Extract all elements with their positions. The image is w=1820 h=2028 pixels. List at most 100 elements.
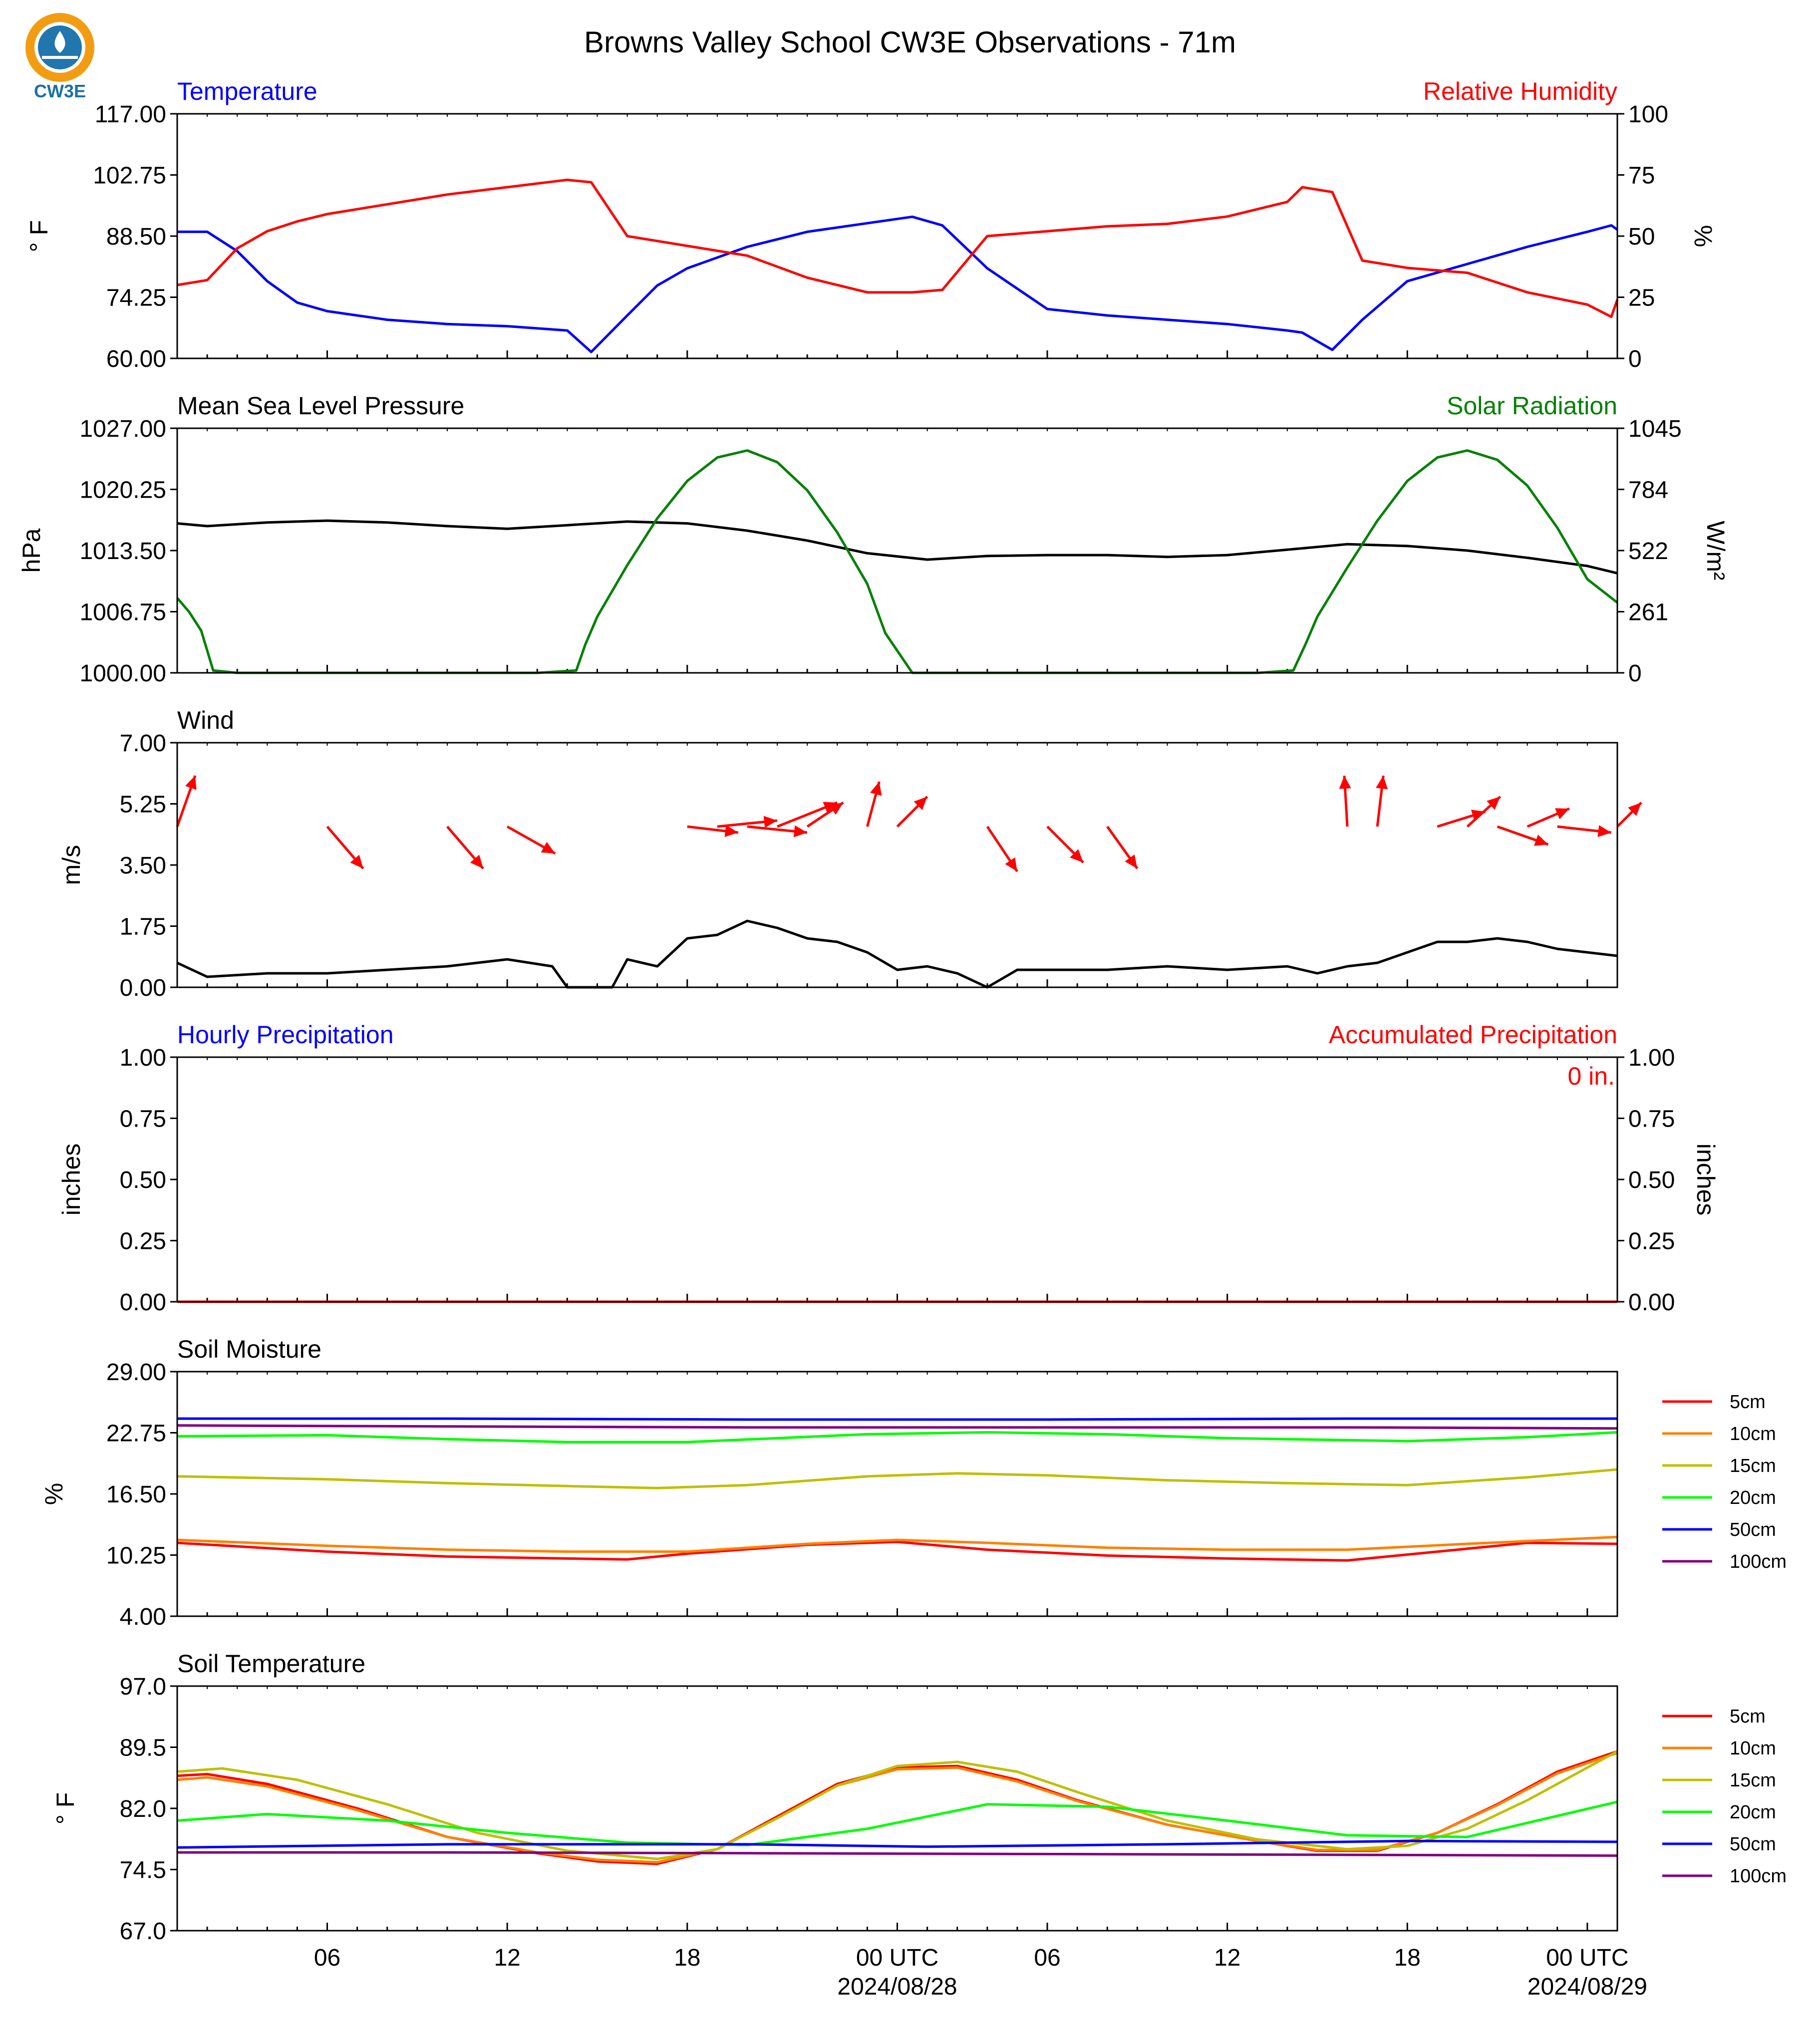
y-tick-label-right: 100: [1628, 101, 1668, 128]
y-tick-label-right: 50: [1628, 224, 1655, 250]
legend-label: 100cm: [1730, 1551, 1787, 1572]
wind-arrow-head: [185, 776, 197, 790]
y-tick-label-left: 74.25: [106, 285, 166, 311]
y-axis-label-left: %: [40, 1483, 68, 1505]
panel-title-left: Hourly Precipitation: [177, 1021, 394, 1049]
y-tick-label-left: 0.75: [120, 1106, 166, 1133]
panel-frame: [176, 1056, 1618, 1303]
y-tick-label-right: 0.25: [1628, 1228, 1675, 1255]
y-axis-label-right: %: [1689, 225, 1717, 247]
y-tick-label-left: 117.00: [95, 101, 166, 128]
wind-arrow-head: [793, 825, 807, 838]
wind-arrow-head: [1628, 803, 1641, 816]
logo-wave-icon: [42, 56, 78, 59]
panels: Temperature Relative Humidity 117.00 102.75…: [17, 77, 1787, 1945]
x-tick-label: 06: [1034, 1945, 1060, 1971]
series-line-temperature: [177, 215, 1618, 353]
wind-arrow-head: [350, 855, 363, 869]
y-axis-label-left: m/s: [57, 845, 85, 885]
wind-arrow-head: [1597, 825, 1611, 838]
legend-label: 100cm: [1730, 1866, 1787, 1887]
logo-text: CW3E: [34, 81, 86, 101]
wind-arrow-head: [1125, 854, 1138, 869]
y-tick-label-left: 97.0: [120, 1674, 166, 1700]
wind-arrow-head: [1555, 808, 1569, 820]
y-tick-label-left: 89.5: [120, 1735, 166, 1761]
wind-arrow-head: [1487, 797, 1501, 810]
panel-title-right: Relative Humidity: [1423, 77, 1617, 105]
series-line-mean-sea-level-pressure: [177, 519, 1618, 575]
wind-arrow-head: [1339, 776, 1351, 789]
y-tick-label-right: 261: [1628, 599, 1668, 626]
panel-pressure-solar: Mean Sea Level Pressure Solar Radiation 10…: [17, 392, 1730, 687]
panel-title-left: Soil Temperature: [177, 1650, 365, 1678]
legend-soil-temperature: 5cm 10cm 15cm 20cm 50cm 100cm: [1662, 1706, 1787, 1887]
y-tick-label-left: 1000.00: [79, 660, 166, 687]
y-tick-label-left: 10.25: [106, 1543, 166, 1569]
y-axis-label-left: ° F: [25, 220, 53, 252]
y-tick-label-left: 82.0: [120, 1796, 166, 1822]
wind-arrow-head: [870, 782, 882, 796]
y-tick-label-right: 0: [1628, 346, 1642, 372]
cw3e-logo: CW3E: [25, 13, 94, 101]
y-tick-label-left: 16.50: [106, 1481, 166, 1508]
y-tick-label-left: 1027.00: [79, 416, 166, 442]
panel-soil-temperature: Soil Temperature 97.0 89.5 82.0 74.5 67.0 ° F: [51, 1650, 1618, 1945]
panel-title-left: Temperature: [177, 77, 317, 105]
wind-arrow-head: [829, 803, 844, 815]
panel-temperature-humidity: Temperature Relative Humidity 117.00 102.75…: [25, 77, 1717, 372]
logo-drop-icon: [54, 31, 65, 53]
y-tick-label-left: 102.75: [93, 163, 166, 189]
y-tick-label-left: 7.00: [120, 730, 166, 757]
y-tick-label-right: 522: [1628, 538, 1668, 565]
y-tick-label-left: 22.75: [106, 1421, 166, 1447]
legend-label: 15cm: [1730, 1455, 1776, 1476]
y-tick-label-left: 0.00: [120, 1289, 166, 1316]
wind-arrow-head: [470, 855, 483, 869]
series-line-relative-humidity: [177, 178, 1619, 318]
legend-label: 20cm: [1730, 1487, 1776, 1508]
series-line-15cm: [177, 1468, 1618, 1489]
series-line-20cm: [177, 1431, 1618, 1444]
y-tick-label-left: 60.00: [106, 346, 166, 372]
series-line-50cm: [177, 1839, 1618, 1849]
panel-title-right: Accumulated Precipitation: [1329, 1021, 1617, 1049]
panel-frame: [176, 113, 1618, 359]
y-tick-label-left: 88.50: [106, 224, 166, 250]
series-line-100cm: [177, 1424, 1618, 1430]
y-tick-label-right: 0.50: [1628, 1167, 1675, 1193]
series-line-10cm: [177, 1535, 1618, 1553]
y-tick-label-right: 75: [1628, 163, 1655, 189]
series-line-5cm: [177, 1540, 1618, 1562]
series-line-10cm: [177, 1751, 1618, 1864]
x-tick-label: 12: [1214, 1945, 1240, 1971]
x-tick-label: 06: [314, 1945, 340, 1971]
legend-label: 15cm: [1730, 1770, 1776, 1791]
y-axis-label-left: ° F: [51, 1792, 79, 1824]
series-line-wind: [176, 919, 1618, 989]
y-tick-label-left: 1006.75: [79, 599, 166, 626]
y-tick-label-left: 1013.50: [79, 538, 166, 565]
panel-precipitation: Hourly Precipitation Accumulated Precipit…: [57, 1021, 1720, 1316]
x-tick-label: 00 UTC: [1546, 1945, 1628, 1971]
legend-label: 50cm: [1730, 1834, 1776, 1855]
logo-ring-icon: [25, 13, 94, 82]
panel-title-right: Solar Radiation: [1447, 392, 1617, 420]
y-tick-label-left: 0.50: [120, 1167, 166, 1193]
y-axis-label-left: inches: [57, 1144, 85, 1216]
panel-title-left: Soil Moisture: [177, 1335, 321, 1363]
legend-soil-moisture: 5cm 10cm 15cm 20cm 50cm 100cm: [1662, 1392, 1787, 1572]
series-line-20cm: [177, 1800, 1618, 1846]
x-tick-label: 00 UTC: [856, 1945, 938, 1971]
panel-title-left: Wind: [177, 706, 234, 734]
wind-arrow-head: [1376, 776, 1388, 790]
wind-arrow-head: [1534, 835, 1548, 846]
legend-label: 20cm: [1730, 1802, 1776, 1823]
y-tick-label-right: 0: [1628, 660, 1642, 687]
panel-frame: [176, 742, 1618, 988]
legend-label: 5cm: [1730, 1392, 1766, 1413]
y-axis-label-right: W/m²: [1702, 521, 1730, 580]
panel-wind: Wind 7.00 5.25 3.50 1.75 0.00 m/s: [57, 706, 1642, 1001]
